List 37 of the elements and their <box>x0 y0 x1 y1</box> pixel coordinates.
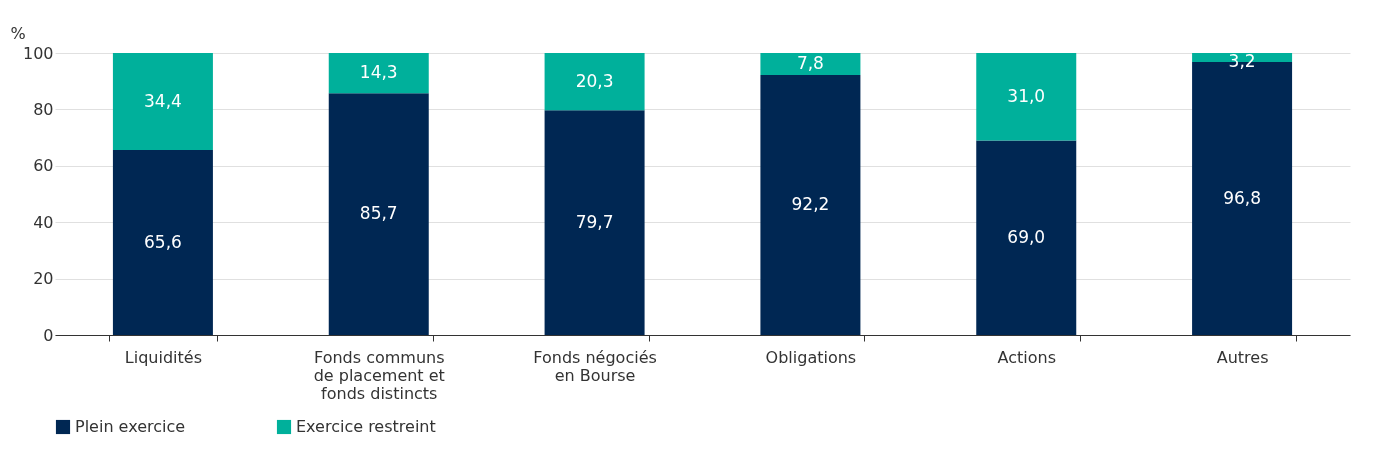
bar <box>976 53 1077 141</box>
bar <box>112 53 213 151</box>
data-label: 65,6 <box>143 231 182 252</box>
data-label: 79,7 <box>575 211 614 232</box>
x-tick-label: Actions <box>997 347 1056 367</box>
data-label: 3,2 <box>1228 51 1256 71</box>
x-tick-label: Autres <box>1216 347 1269 367</box>
data-label: 85,7 <box>359 203 398 224</box>
bar <box>112 150 213 335</box>
x-tick-label: Obligations <box>765 347 857 367</box>
y-tick-label: 0 <box>43 325 54 345</box>
x-tick-label: Fonds négociés en Bourse <box>533 347 657 385</box>
y-tick-label: 80 <box>33 99 54 119</box>
data-label: 92,2 <box>791 194 830 214</box>
bar <box>328 93 429 335</box>
y-tick-label: 60 <box>33 156 54 176</box>
data-label: 7,8 <box>796 53 824 73</box>
y-tick-label: 100 <box>22 43 54 63</box>
bar <box>544 110 645 335</box>
x-tick-label: Fonds communs de placement et fonds distincts <box>313 347 445 403</box>
data-label: 69,0 <box>1007 226 1046 247</box>
bar <box>544 53 645 111</box>
data-label: 14,3 <box>359 62 398 83</box>
bar <box>760 53 861 75</box>
bar <box>328 53 429 94</box>
y-axis-title: % <box>10 23 26 43</box>
data-label: 96,8 <box>1223 187 1262 208</box>
data-label: 34,4 <box>143 90 182 111</box>
x-tick-label: Liquidités <box>124 347 202 367</box>
legend-label: Exercice restreint <box>296 417 436 436</box>
bar <box>976 140 1077 335</box>
y-tick-label: 20 <box>33 269 54 289</box>
data-label: 20,3 <box>575 70 614 91</box>
data-label: 31,0 <box>1007 85 1046 106</box>
y-tick-label: 40 <box>33 212 54 232</box>
bar <box>760 75 861 335</box>
legend-label: Plein exercice <box>75 417 186 436</box>
